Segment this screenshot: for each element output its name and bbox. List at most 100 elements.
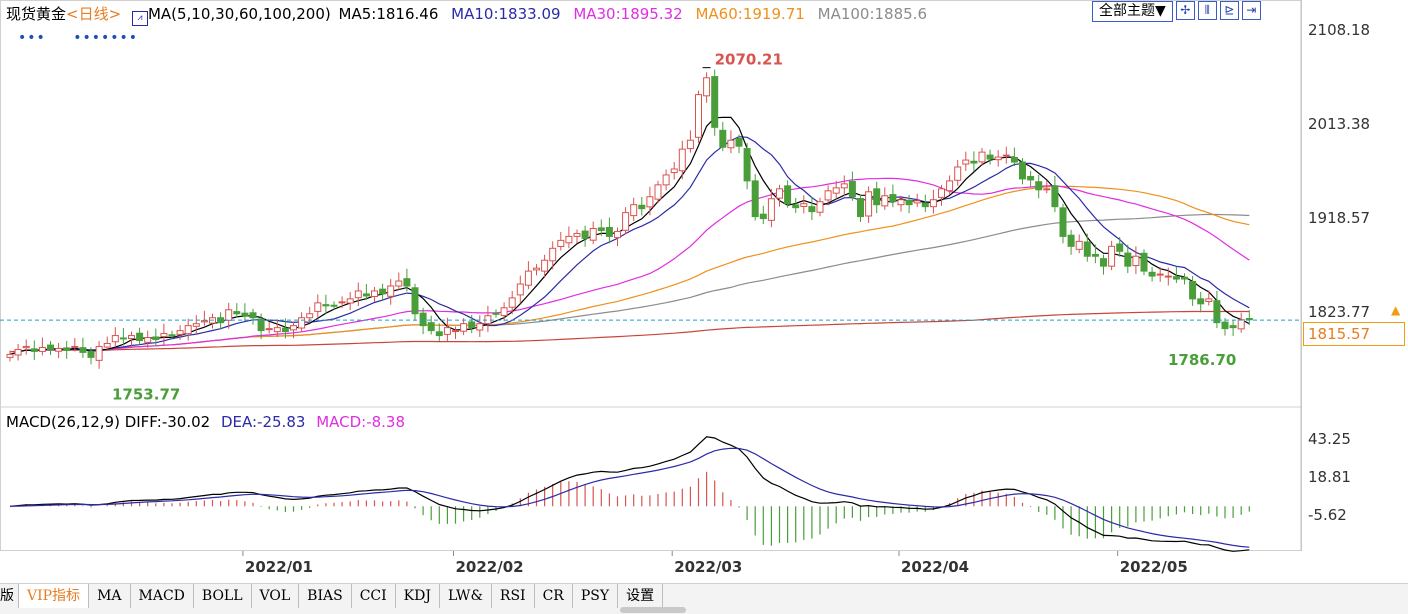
top-toolbar: 全部主题▼ ✢ ⫴ ⊵ ⇥: [1092, 1, 1261, 23]
candle-body: [1181, 276, 1188, 280]
candle-body: [848, 180, 856, 198]
candle-body: [200, 320, 208, 323]
ma60-value: MA60:1919.71: [695, 5, 805, 23]
ma30-line: [9, 177, 1250, 355]
tab-kdj[interactable]: KDJ: [396, 584, 440, 608]
price-tick-2: 1918.57: [1308, 209, 1370, 227]
candle-body: [144, 337, 152, 343]
candle-body: [492, 312, 500, 315]
ma100-value: MA100:1885.6: [817, 5, 927, 23]
crosshair-icon[interactable]: ✢: [1175, 1, 1195, 20]
tab-boll[interactable]: BOLL: [194, 584, 252, 608]
macd-tick-2: -5.62: [1308, 506, 1347, 524]
candle-body: [938, 188, 945, 198]
candle-body: [946, 180, 954, 192]
candle-body: [55, 347, 63, 352]
candle-body: [330, 304, 338, 307]
candle-body: [581, 230, 589, 239]
candle-body: [403, 278, 411, 287]
candle-body: [573, 232, 581, 237]
candle-body: [695, 94, 702, 138]
tab-cci[interactable]: CCI: [352, 584, 396, 608]
macd-diff: DIFF:-30.02: [124, 413, 211, 431]
tab-lw[interactable]: LW&: [440, 584, 492, 608]
candle-body: [840, 183, 848, 189]
forward-icon[interactable]: ⇥: [1241, 1, 1261, 20]
tab-macd[interactable]: MACD: [131, 584, 194, 608]
candle-body: [306, 313, 314, 319]
tab-ma[interactable]: MA: [89, 584, 131, 608]
candle-body: [686, 139, 694, 150]
tab-vol[interactable]: VOL: [252, 584, 300, 608]
zoom-icon[interactable]: ⊵: [1219, 1, 1239, 20]
candle-body: [800, 203, 808, 207]
candle-body: [913, 200, 921, 204]
candle-body: [1059, 207, 1067, 237]
candle-body: [176, 330, 184, 335]
candle-body: [1156, 273, 1164, 276]
candle-body: [192, 323, 200, 327]
candle-body: [1172, 276, 1180, 280]
bar-view-icon[interactable]: ⫴: [1197, 1, 1217, 20]
tab-bias[interactable]: BIAS: [299, 584, 352, 608]
candle-body: [452, 330, 459, 333]
candle-body: [1075, 240, 1083, 250]
tab-vip[interactable]: VIP指标: [19, 584, 90, 608]
candle-body: [1148, 271, 1156, 277]
candle-body: [565, 235, 573, 244]
tab-rsi[interactable]: RSI: [492, 584, 535, 608]
dots-group-b[interactable]: •••••••: [73, 30, 139, 46]
candle-body: [87, 350, 95, 358]
candle-body: [1019, 161, 1026, 180]
theme-dropdown[interactable]: 全部主题▼: [1092, 1, 1173, 22]
tab-cr[interactable]: CR: [535, 584, 573, 608]
candle-body: [816, 201, 824, 213]
month-label-0: 2022/01: [245, 558, 313, 576]
candle-body: [354, 290, 362, 299]
price-tick-0: 2108.18: [1308, 21, 1370, 39]
candle-body: [1035, 181, 1043, 191]
candle-body: [435, 331, 443, 337]
candle-body: [95, 345, 103, 361]
candle-body: [784, 185, 792, 205]
ma-settings-icon[interactable]: ⩘: [131, 11, 148, 26]
ma10-value: MA10:1833.09: [451, 5, 561, 23]
candle-body: [411, 287, 419, 315]
candle-body: [1124, 252, 1132, 267]
candle-body: [865, 191, 873, 217]
candle-body: [152, 336, 160, 341]
candle-body: [897, 199, 905, 206]
candle-body: [1205, 298, 1213, 302]
indicator-tabbar: 版 VIP指标 MA MACD BOLL VOL BIAS CCI KDJ LW…: [0, 583, 1408, 614]
candle-body: [524, 270, 532, 286]
candle-body: [249, 312, 257, 319]
candle-body: [168, 334, 176, 337]
macd-value: MACD:-8.38: [316, 413, 406, 431]
candle-body: [589, 227, 597, 241]
tab-psy[interactable]: PSY: [573, 584, 619, 608]
candle-body: [638, 204, 646, 210]
price-tick-1: 2013.38: [1308, 115, 1370, 133]
candle-body: [678, 148, 686, 172]
candle-body: [257, 318, 265, 332]
candle-body: [379, 288, 387, 295]
candle-body: [549, 247, 557, 262]
candle-body: [419, 312, 427, 327]
candle-body: [792, 204, 800, 209]
candle-body: [1213, 300, 1221, 324]
candle-body: [776, 188, 783, 199]
candle-body: [290, 325, 297, 331]
dots-group-a[interactable]: •••: [18, 30, 46, 46]
tab-settings[interactable]: 设置: [618, 584, 664, 608]
ma200-line: [9, 310, 1250, 353]
period-label[interactable]: <日线>: [66, 5, 122, 23]
candle-body: [954, 166, 962, 181]
candle-body: [889, 194, 897, 203]
tabbar-scrollbar[interactable]: [620, 607, 686, 613]
ma30-value: MA30:1895.32: [573, 5, 683, 23]
candle-body: [160, 333, 168, 338]
candle-body: [281, 327, 289, 333]
candle-body: [605, 226, 613, 237]
tab-0[interactable]: 版: [0, 584, 19, 608]
macd-legend: MACD(26,12,9) DIFF:-30.02 DEA:-25.83 MAC…: [6, 413, 405, 431]
